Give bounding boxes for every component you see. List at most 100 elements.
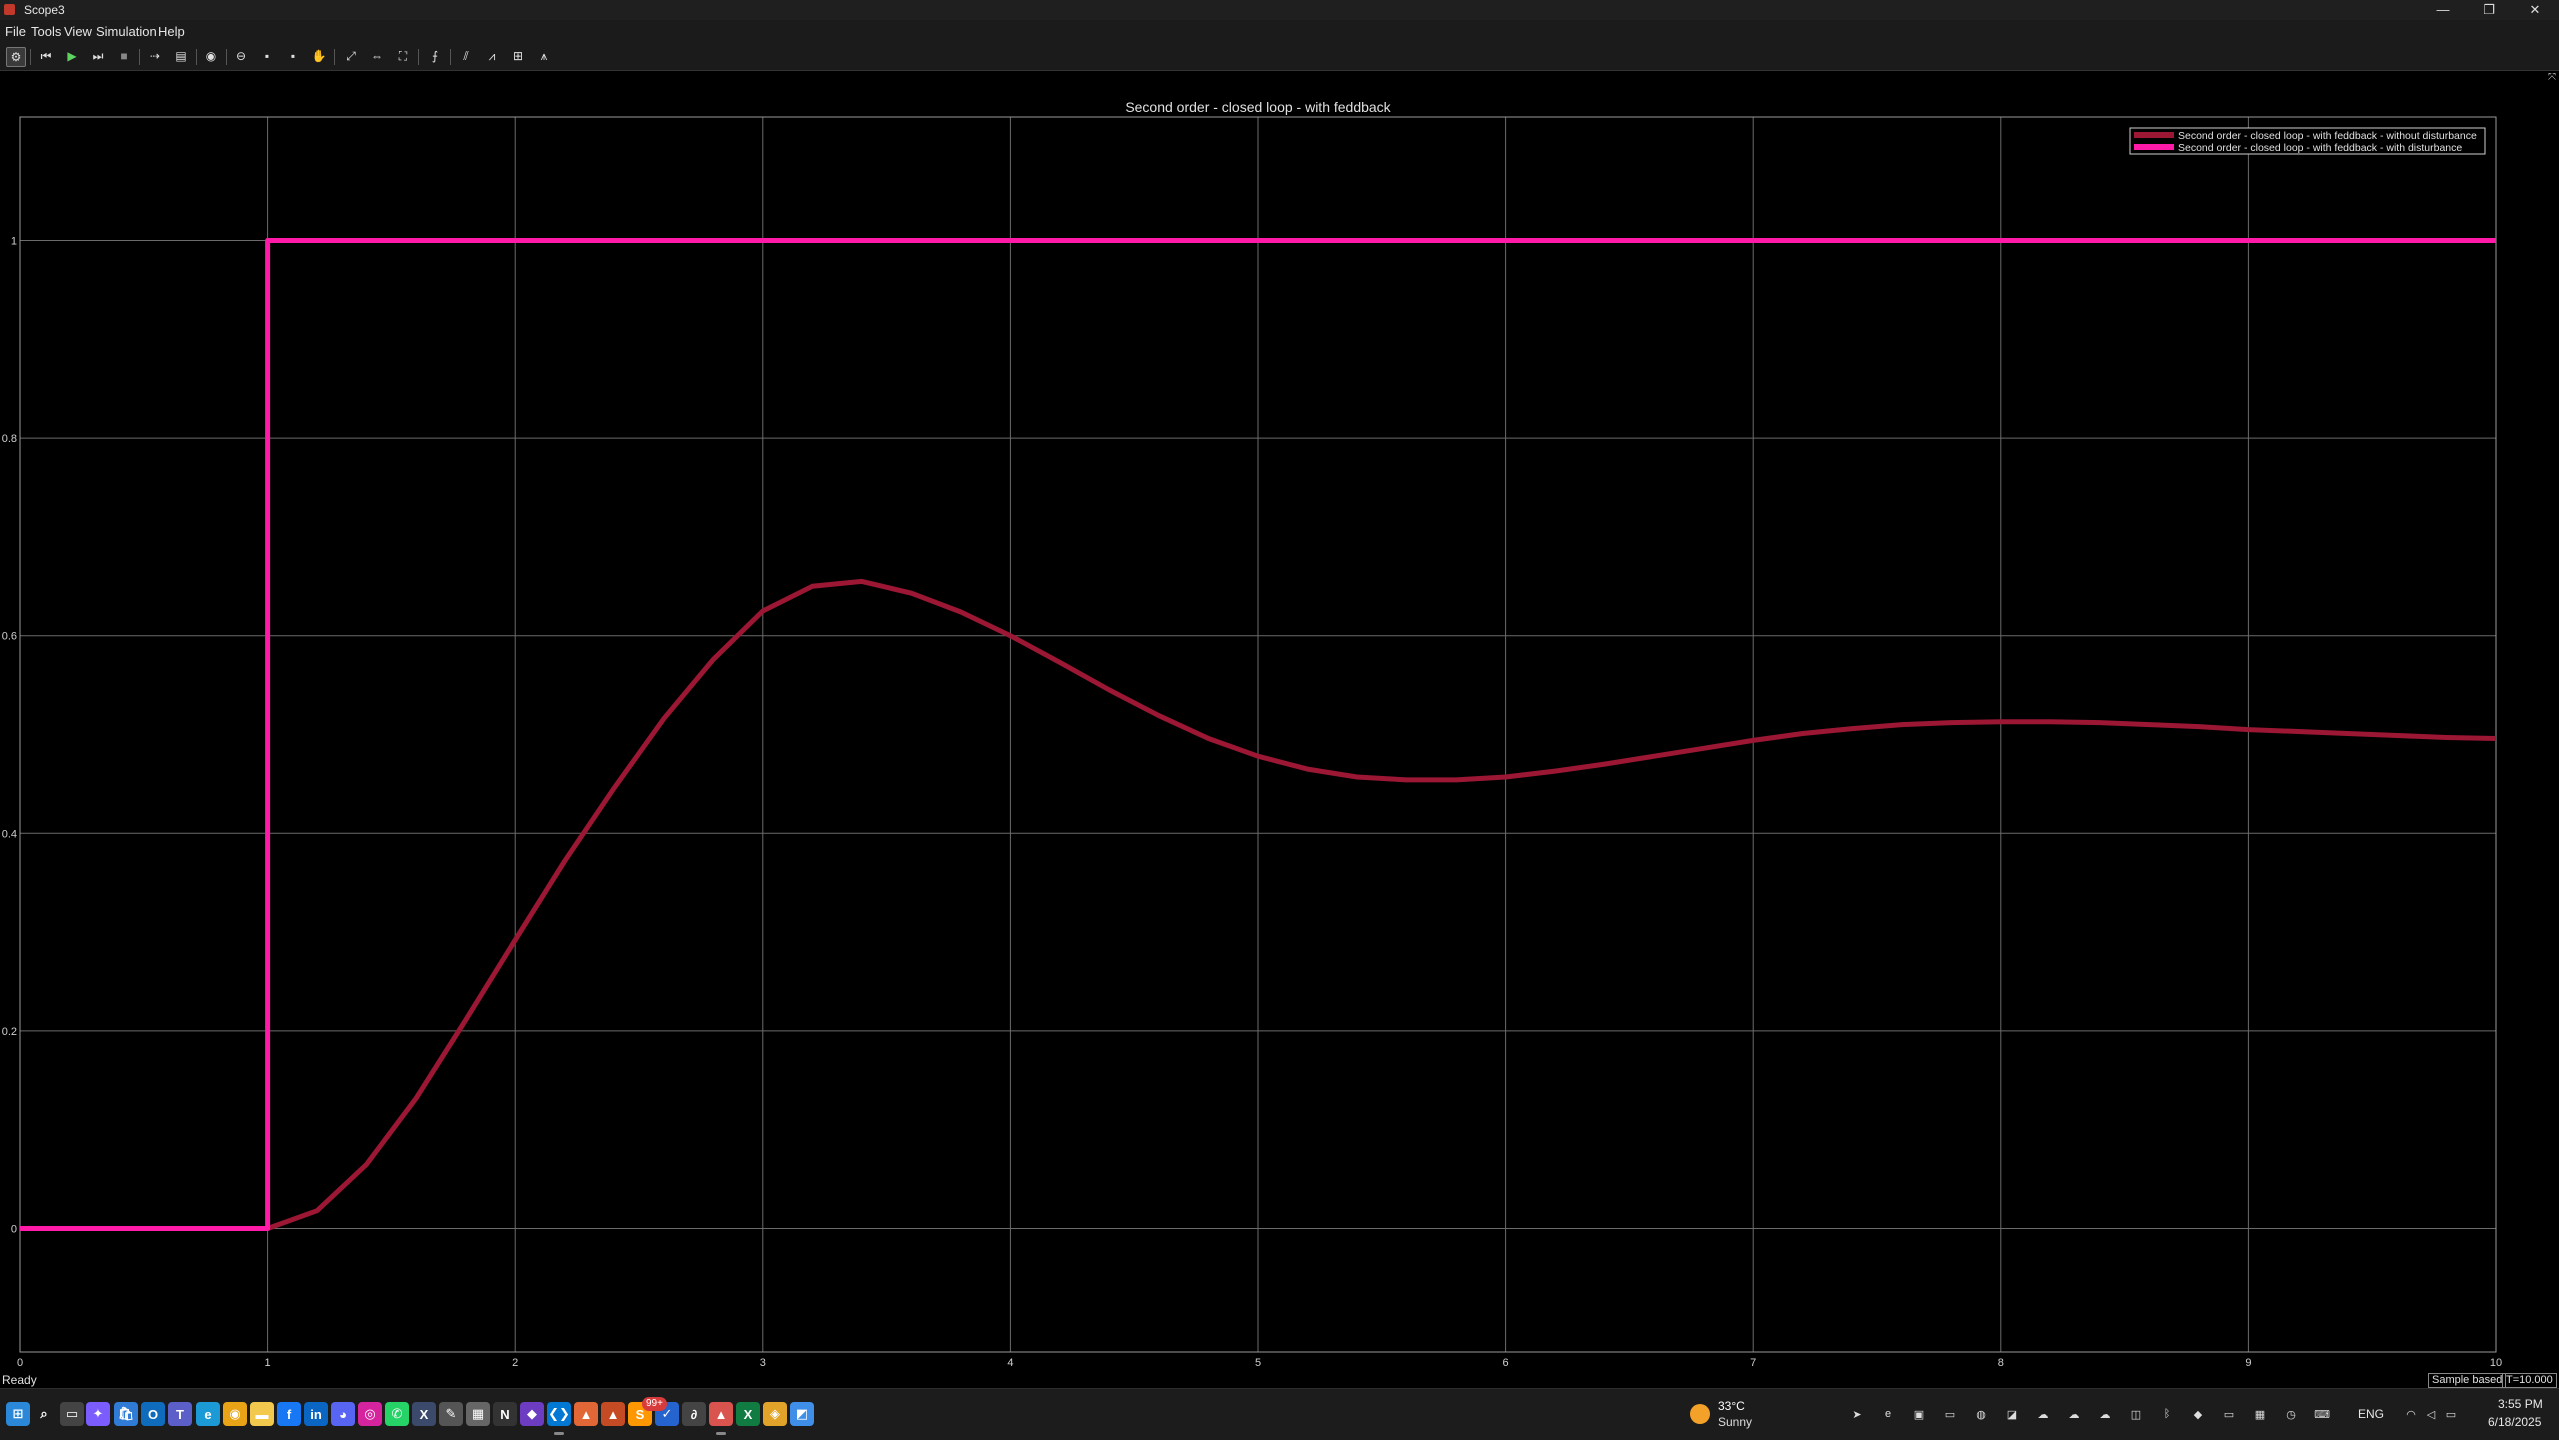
- volume-icon[interactable]: ◁: [2426, 1408, 2436, 1421]
- windows-start-icon[interactable]: ⊞: [6, 1402, 30, 1426]
- menu-tools[interactable]: Tools: [31, 24, 62, 39]
- clock-date[interactable]: 6/18/2025: [2488, 1415, 2542, 1429]
- y-tick-label: 0.2: [2, 1026, 17, 1038]
- media-app-icon[interactable]: ▦: [466, 1402, 490, 1426]
- gpu-icon[interactable]: ▦: [2254, 1408, 2266, 1421]
- battery-icon[interactable]: ▭: [2445, 1408, 2457, 1421]
- y-tick-label: 0.6: [2, 631, 17, 643]
- teams-icon[interactable]: T: [168, 1402, 192, 1426]
- legend[interactable]: Second order - closed loop - with feddba…: [2129, 127, 2486, 155]
- wifi-icon[interactable]: ◠: [2406, 1408, 2416, 1421]
- file-explorer-icon[interactable]: ▬: [250, 1402, 274, 1426]
- highlight-block-icon[interactable]: ⇢: [149, 49, 161, 63]
- settings-icon[interactable]: ⚙: [6, 47, 26, 67]
- cursor-measurements-icon[interactable]: ⫽: [463, 48, 469, 63]
- linkedin-icon[interactable]: in: [304, 1402, 328, 1426]
- step-back-icon[interactable]: ⏮: [40, 48, 52, 63]
- minimize-button[interactable]: —: [2436, 2, 2450, 17]
- y-tick-label: 0: [11, 1224, 17, 1236]
- x-tick-label: 6: [1503, 1357, 1509, 1369]
- whatsapp-icon[interactable]: ✆: [385, 1402, 409, 1426]
- signal-statistics-icon[interactable]: ⩘: [488, 48, 496, 63]
- visual-studio-icon[interactable]: ◆: [520, 1402, 544, 1426]
- vscode-icon[interactable]: ❮❯: [547, 1402, 571, 1435]
- excel-icon[interactable]: X: [736, 1402, 760, 1426]
- x-tick-label: 2: [512, 1357, 518, 1369]
- search-icon[interactable]: ⌕: [32, 1402, 56, 1426]
- instagram-icon[interactable]: ◎: [358, 1402, 382, 1426]
- zoom-x-icon[interactable]: ▪: [264, 49, 270, 63]
- toolbar-separator: [450, 49, 451, 65]
- store-tray-icon[interactable]: ▣: [1913, 1408, 1925, 1421]
- zoom-in-icon[interactable]: ⊖: [235, 49, 247, 63]
- x-icon[interactable]: X: [412, 1402, 436, 1426]
- sourcetree-icon[interactable]: ◈: [763, 1402, 787, 1426]
- draw-app-icon[interactable]: ◩: [790, 1402, 814, 1426]
- outlook-icon[interactable]: O: [141, 1402, 165, 1426]
- chrome-icon[interactable]: ◉: [223, 1402, 247, 1426]
- telegram-icon[interactable]: ➤: [1852, 1408, 1862, 1421]
- bilevel-measurements-icon[interactable]: ⊞: [512, 49, 524, 63]
- legend-box: [2129, 127, 2486, 155]
- plot-area: 0 0.2 0.4 0.6 0.8 1 0 1 2 3 4 5 6 7 8 9 10 Second order…: [0, 71, 2559, 1372]
- menu-help[interactable]: Help: [158, 24, 185, 39]
- restore-button[interactable]: ❐: [2483, 2, 2495, 17]
- pan-icon[interactable]: ✋: [311, 49, 327, 63]
- onedrive-alert-icon[interactable]: ☁: [2068, 1408, 2080, 1421]
- matlab-online-icon[interactable]: ▲: [601, 1402, 625, 1426]
- toolbar-separator: [418, 49, 419, 65]
- copilot-icon[interactable]: ✦: [86, 1402, 110, 1426]
- scope-plot[interactable]: 0 0.2 0.4 0.6 0.8 1 0 1 2 3 4 5 6 7 8 9 10 Second order…: [0, 71, 2559, 1372]
- cloud-sync-icon[interactable]: ☁: [2099, 1408, 2111, 1421]
- language-indicator[interactable]: ENG: [2358, 1407, 2385, 1421]
- fit-to-view-icon[interactable]: ⤢: [346, 48, 356, 63]
- x-tick-label: 10: [2490, 1357, 2502, 1369]
- nvidia-icon[interactable]: ◪: [2006, 1408, 2018, 1421]
- onedrive-icon[interactable]: ☁: [2037, 1408, 2049, 1421]
- menu-view[interactable]: View: [64, 24, 92, 39]
- color-picker-icon[interactable]: ◍: [1976, 1408, 1986, 1421]
- weather-temp[interactable]: 33°C: [1718, 1399, 1745, 1413]
- bluetooth-icon[interactable]: ᛒ: [2163, 1408, 2171, 1420]
- style-icon[interactable]: ◉: [205, 49, 217, 63]
- x-tick-label: 9: [2245, 1357, 2251, 1369]
- edge-icon[interactable]: e: [196, 1402, 220, 1426]
- facebook-icon[interactable]: f: [277, 1402, 301, 1426]
- scale-x-icon[interactable]: ⇔: [371, 49, 383, 63]
- display-icon[interactable]: ▭: [2223, 1408, 2235, 1421]
- run-icon[interactable]: ▶: [67, 49, 77, 63]
- matlab-active-icon[interactable]: ▲: [709, 1402, 733, 1435]
- sun-icon[interactable]: [1690, 1404, 1710, 1424]
- step-forward-icon[interactable]: ⏭: [92, 48, 104, 63]
- monitor-icon[interactable]: ▭: [1944, 1408, 1956, 1421]
- x-tick-label: 0: [17, 1357, 23, 1369]
- scale-xy-icon[interactable]: ⛶: [398, 48, 408, 63]
- whatsapp-badge: 99+: [642, 1397, 667, 1411]
- menu-simulation[interactable]: Simulation: [96, 24, 157, 39]
- peak-finder-icon[interactable]: ⩚: [540, 48, 548, 63]
- keyboard-icon[interactable]: ⌨: [2314, 1408, 2330, 1421]
- layout-icon[interactable]: ▤: [175, 49, 187, 63]
- discord-icon[interactable]: ◕: [331, 1402, 355, 1426]
- notion-icon[interactable]: N: [493, 1402, 517, 1426]
- triggers-icon[interactable]: ⨍: [431, 49, 439, 63]
- clock-app-icon[interactable]: ◷: [2286, 1408, 2296, 1421]
- task-view-icon[interactable]: ▭: [60, 1402, 84, 1426]
- security-icon[interactable]: ◆: [2193, 1408, 2203, 1421]
- weather-condition[interactable]: Sunny: [1718, 1415, 1753, 1429]
- status-text: Ready: [2, 1373, 37, 1387]
- clock-time[interactable]: 3:55 PM: [2498, 1397, 2543, 1411]
- edge-tray-icon[interactable]: e: [1884, 1408, 1892, 1420]
- store-icon[interactable]: 🛍: [114, 1402, 138, 1426]
- undock-icon[interactable]: ⤧: [2548, 72, 2556, 83]
- quarto-icon[interactable]: ∂: [682, 1402, 706, 1426]
- stop-icon[interactable]: ■: [120, 49, 128, 63]
- pen-app-icon[interactable]: ✎: [439, 1402, 463, 1426]
- matlab-scope-icon: [4, 4, 15, 15]
- zoom-y-icon[interactable]: ▪: [290, 49, 296, 63]
- matlab-icon[interactable]: ▲: [574, 1402, 598, 1426]
- close-button[interactable]: ✕: [2529, 2, 2541, 17]
- grid: [19, 117, 2497, 1352]
- screen-capture-icon[interactable]: ◫: [2130, 1408, 2142, 1421]
- menu-file[interactable]: File: [5, 24, 26, 39]
